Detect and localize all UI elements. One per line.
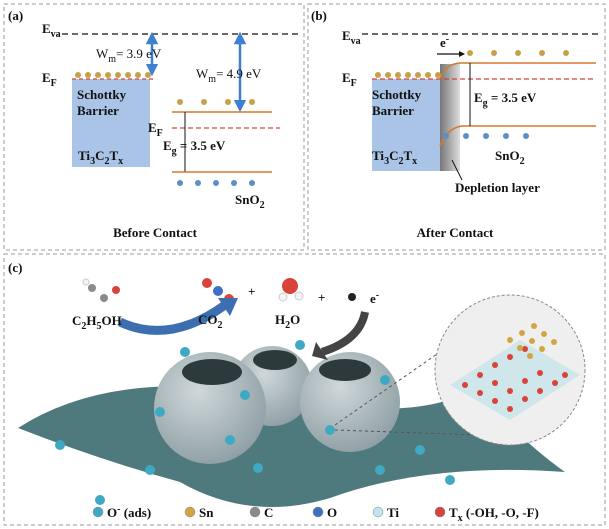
text-part: C <box>95 148 104 163</box>
text-part: 2 <box>520 156 525 167</box>
molecule-label: C2H5OH <box>72 313 122 332</box>
text-part: O <box>107 505 117 520</box>
text-part: T <box>449 505 458 520</box>
text-part: O <box>290 312 300 327</box>
work-function-label: Wm= 4.9 eV <box>196 66 262 85</box>
plus-sign: + <box>248 284 255 299</box>
barrier-label: Schottky <box>372 87 422 102</box>
molecule-label: H2O <box>275 312 300 331</box>
text-part: E <box>42 21 51 36</box>
text-part: O <box>327 505 337 520</box>
text-part: E <box>148 120 157 135</box>
text-part: OH <box>102 313 122 328</box>
legend-swatch <box>435 507 445 517</box>
band-gap-label: Eg = 3.5 eV <box>474 90 537 109</box>
text-part: H <box>86 313 96 328</box>
barrier-label: Barrier <box>372 103 414 118</box>
fermi-level-label: EF <box>148 120 163 139</box>
molecule-label: CO2 <box>198 312 223 331</box>
legend-swatch <box>185 507 195 517</box>
text-part: C <box>72 313 81 328</box>
depletion-label: Depletion layer <box>455 180 540 195</box>
text-part: x <box>412 156 417 167</box>
text-part: C <box>264 505 273 520</box>
text-part: va <box>351 36 361 47</box>
semiconductor-label: SnO2 <box>235 192 265 211</box>
text-part: T <box>109 148 118 163</box>
text-part: 2 <box>260 200 265 211</box>
legend-label: O <box>327 505 337 520</box>
text-part: E <box>42 70 51 85</box>
panel-label: (a) <box>8 8 23 23</box>
text-part: Ti <box>372 148 384 163</box>
panel-label: (b) <box>311 8 327 23</box>
text-part: E <box>342 70 351 85</box>
vacuum-level-label: Eva <box>42 21 61 40</box>
legend-swatch <box>373 507 383 517</box>
text-part: (-OH, -O, -F) <box>463 505 539 520</box>
text-part: = 3.9 eV <box>116 46 162 61</box>
text-part: F <box>351 78 357 89</box>
plus-sign: + <box>318 290 325 305</box>
legend-swatch <box>93 507 103 517</box>
text-part: SnO <box>235 192 260 207</box>
legend-label: Sn <box>199 505 214 520</box>
text-part: SnO <box>495 148 520 163</box>
electron-label: e- <box>440 34 449 50</box>
band-gap-label: Eg = 3.5 eV <box>163 138 226 157</box>
text-part: CO <box>198 312 218 327</box>
text-part: H <box>275 312 285 327</box>
legend-label: Ti <box>387 505 399 520</box>
barrier-label: Schottky <box>77 87 127 102</box>
text-part: 2 <box>218 320 223 331</box>
text-part: C <box>389 148 398 163</box>
panel-label: (c) <box>8 260 22 275</box>
legend-swatch <box>250 507 260 517</box>
legend-swatch <box>313 507 323 517</box>
text-part: x <box>118 156 123 167</box>
barrier-label: Barrier <box>77 103 119 118</box>
text-part: Sn <box>199 505 214 520</box>
panel-caption: After Contact <box>417 225 494 240</box>
fermi-level-label: EF <box>42 70 57 89</box>
electron-label: e- <box>370 290 379 306</box>
text-part: T <box>403 148 412 163</box>
text-part: = 4.9 eV <box>216 66 262 81</box>
fermi-level-label: EF <box>342 70 357 89</box>
legend-label: Tx (-OH, -O, -F) <box>449 505 539 524</box>
text-part: W <box>96 46 109 61</box>
text-part: Ti <box>78 148 90 163</box>
vacuum-level-label: Eva <box>342 28 361 47</box>
text-part: = 3.5 eV <box>488 90 537 105</box>
text-part: F <box>157 128 163 139</box>
text-part: va <box>51 29 61 40</box>
legend-label: O- (ads) <box>107 504 151 520</box>
figure: (a)EvaWm= 3.9 eVWm= 4.9 eVEFSchottkyBarr… <box>0 0 609 529</box>
text-part: - <box>376 290 379 301</box>
text-part: W <box>196 66 209 81</box>
legend-label: C <box>264 505 273 520</box>
semiconductor-label: SnO2 <box>495 148 525 167</box>
text-part: E <box>474 90 483 105</box>
text-part: = 3.5 eV <box>177 138 226 153</box>
text-part: (ads) <box>120 505 151 520</box>
text-part: E <box>342 28 351 43</box>
text-part: - <box>446 34 449 45</box>
text-part: E <box>163 138 172 153</box>
text-part: Ti <box>387 505 399 520</box>
text-part: F <box>51 78 57 89</box>
panel-caption: Before Contact <box>113 225 198 240</box>
